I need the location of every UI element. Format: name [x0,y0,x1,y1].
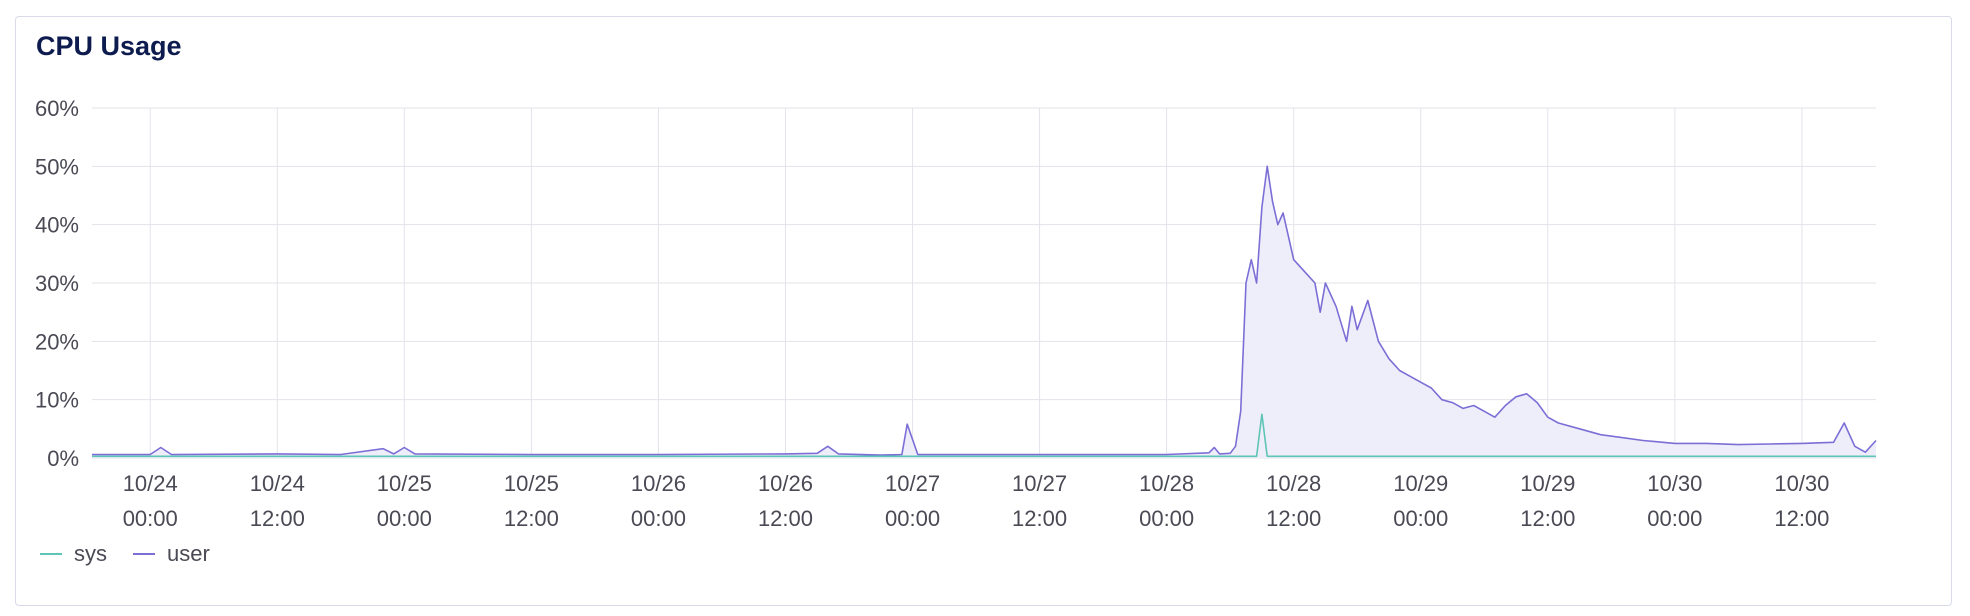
x-tick: 10/27 00:00 [885,471,940,531]
series-line-sys [92,413,1876,458]
x-tick-time: 00:00 [885,506,940,531]
y-tick: 0% [47,446,79,471]
x-tick-time: 12:00 [504,506,559,531]
x-tick: 10/24 12:00 [250,471,305,531]
x-tick-date: 10/30 [1774,471,1829,496]
y-tick-label: 20% [35,329,79,354]
x-tick-time: 12:00 [1774,506,1829,531]
y-tick-label: 0% [47,446,79,471]
y-tick-label: 60% [35,96,79,121]
legend-item-sys[interactable]: sys [40,541,107,567]
x-tick-time: 00:00 [1647,506,1702,531]
series-line-user [92,165,1877,456]
x-tick-date: 10/29 [1520,471,1575,496]
x-tick: 10/27 12:00 [1012,471,1067,531]
x-tick-time: 00:00 [631,506,686,531]
x-tick-time: 12:00 [758,506,813,531]
x-tick-date: 10/27 [885,471,940,496]
x-tick-time: 00:00 [1393,506,1448,531]
x-tick: 10/25 00:00 [377,471,432,531]
legend-label: user [167,541,210,566]
x-tick: 10/29 00:00 [1393,471,1448,531]
x-tick: 10/29 12:00 [1520,471,1575,531]
x-axis: 10/24 00:00 10/24 12:00 10/25 00:00 10/25 12:00… [123,471,1830,531]
y-tick: 30% [35,271,79,296]
y-tick-label: 10% [35,388,79,413]
x-tick: 10/28 00:00 [1139,471,1194,531]
x-tick-time: 12:00 [1520,506,1575,531]
panel-title: CPU Usage [36,31,182,61]
x-tick: 10/26 00:00 [631,471,686,531]
x-tick-date: 10/26 [758,471,813,496]
x-tick-date: 10/28 [1266,471,1321,496]
y-tick-label: 30% [35,271,79,296]
x-tick-date: 10/24 [250,471,305,496]
x-tick-date: 10/28 [1139,471,1194,496]
series-area-user [92,166,1876,459]
x-tick-time: 00:00 [123,506,178,531]
x-tick-date: 10/26 [631,471,686,496]
x-tick: 10/30 12:00 [1774,471,1829,531]
y-tick: 40% [35,213,79,238]
x-tick-date: 10/29 [1393,471,1448,496]
x-tick: 10/26 12:00 [758,471,813,531]
y-tick: 50% [35,154,79,179]
x-tick: 10/30 00:00 [1647,471,1702,531]
y-tick: 10% [35,388,79,413]
y-tick-label: 50% [35,154,79,179]
x-tick: 10/24 00:00 [123,471,178,531]
y-axis: 0% 10% 20% 30% 40% 50% 60% [35,96,79,471]
grid-lines [92,107,1876,459]
legend-swatch [40,553,62,555]
x-tick-date: 10/25 [504,471,559,496]
x-tick-time: 12:00 [1012,506,1067,531]
x-tick-date: 10/30 [1647,471,1702,496]
x-tick-date: 10/25 [377,471,432,496]
legend: sys user [40,541,210,567]
series-layer [92,165,1877,459]
x-tick-date: 10/24 [123,471,178,496]
legend-item-user[interactable]: user [133,541,210,567]
legend-swatch [133,553,155,555]
y-tick: 20% [35,329,79,354]
x-tick: 10/25 12:00 [504,471,559,531]
x-tick-time: 00:00 [377,506,432,531]
x-tick-time: 12:00 [1266,506,1321,531]
y-tick: 60% [35,96,79,121]
x-tick-time: 00:00 [1139,506,1194,531]
x-tick: 10/28 12:00 [1266,471,1321,531]
y-tick-label: 40% [35,213,79,238]
x-tick-time: 12:00 [250,506,305,531]
x-tick-date: 10/27 [1012,471,1067,496]
cpu-usage-panel: CPU Usage [15,16,1952,606]
legend-label: sys [74,541,107,566]
